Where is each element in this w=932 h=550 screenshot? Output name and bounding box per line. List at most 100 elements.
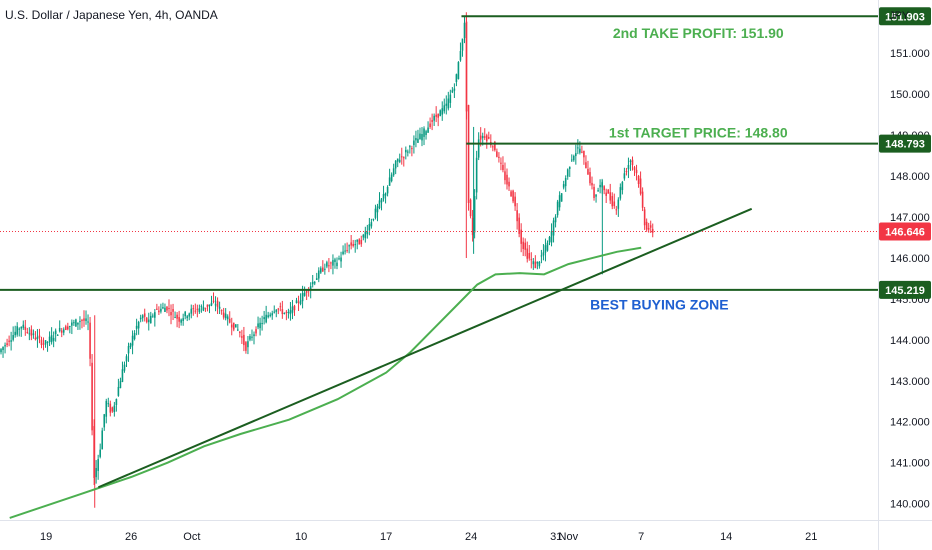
candle-body [111,407,114,412]
candle-body [182,318,184,321]
candle-body [166,306,168,311]
candle-body [506,174,508,185]
candle-body [645,221,648,230]
candle-body [392,168,395,176]
candle-body [619,187,622,199]
candle-body [643,209,646,226]
last-price-tag-bg [879,222,931,241]
candle-body [593,186,595,198]
price-level-tag-bg [879,7,931,26]
candle-body [589,172,591,184]
candle-body [243,334,245,346]
candle-body [83,318,85,321]
candle-body [206,304,209,307]
candle-body [437,113,439,118]
candle-body [581,151,583,153]
annotations: 2nd TAKE PROFIT: 151.90 1st TARGET PRICE… [590,25,788,313]
candle-body [103,414,106,428]
candle-body [2,346,4,350]
candle-body [317,270,320,279]
candle-body [125,356,128,362]
candle-body [234,324,237,328]
candle-body [0,349,2,353]
candle-body [352,243,354,246]
candle-body [631,159,634,166]
price-tick-label: 151.000 [890,48,930,60]
symbol-title[interactable]: U.S. Dollar / Japanese Yen, 4h, OANDA [5,8,218,22]
candle-body [384,193,387,196]
candle-body [562,184,565,188]
candle-body [479,135,482,140]
candle-body [522,241,524,250]
candle-body [137,322,140,329]
candle-body [141,315,144,319]
candle-body [471,217,474,236]
candle-body [190,308,193,314]
candle-body [544,245,547,253]
candle-body [534,261,537,269]
candle-body [386,186,389,194]
candle-body [621,181,624,191]
candle-body [536,261,539,264]
candle-body [200,306,203,308]
candle-body [251,336,253,338]
candle-body [427,127,429,133]
price-level-tag: 151.903 [885,11,925,23]
candle-body [91,362,93,431]
candle-body [285,311,288,314]
candle-body [12,334,14,340]
candle-body [293,305,296,311]
candle-body [224,313,227,319]
candle-body [441,108,444,115]
candle-body [572,155,575,161]
candle-body [50,335,53,343]
candle-body [564,178,567,187]
candle-body [95,468,97,478]
candle-body [71,322,73,326]
candle-body [649,225,652,228]
candle-body [22,324,25,328]
candle-body [615,209,618,211]
candle-body [368,224,371,231]
candle-body [220,310,223,312]
candle-body [336,262,338,267]
candle-body [34,337,37,340]
candle-body [409,146,411,148]
candle-body [556,201,559,216]
candle-body [81,319,83,321]
candle-body [28,333,31,335]
candle-body [344,250,346,252]
candle-body [145,317,148,323]
candle-body [36,336,39,340]
candle-body [79,321,81,323]
price-tick-label: 146.000 [890,253,930,265]
candle-body [439,110,442,117]
candle-body [455,74,458,82]
candle-body [520,229,522,244]
candle-body [230,324,233,328]
candle-body [639,178,642,194]
candle-body [366,231,369,235]
candle-body [524,242,527,250]
candle-body [433,115,435,121]
candle-body [554,216,557,223]
time-tick-label: 14 [720,531,732,543]
candle-body [168,307,170,309]
candle-body [398,159,401,163]
candle-body [597,190,599,192]
candle-body [160,308,162,312]
candle-body [585,162,587,169]
candle-body [58,327,61,332]
candle-body [152,315,154,317]
candle-body [546,242,549,251]
price-level-tag: 145.219 [885,285,925,297]
candle-body [77,322,79,325]
candle-body [99,449,101,457]
candle-body [48,336,51,342]
candle-body [390,174,393,182]
price-axis[interactable]: 140.000141.000142.000143.000144.000145.0… [890,48,930,510]
candle-body [180,319,182,323]
